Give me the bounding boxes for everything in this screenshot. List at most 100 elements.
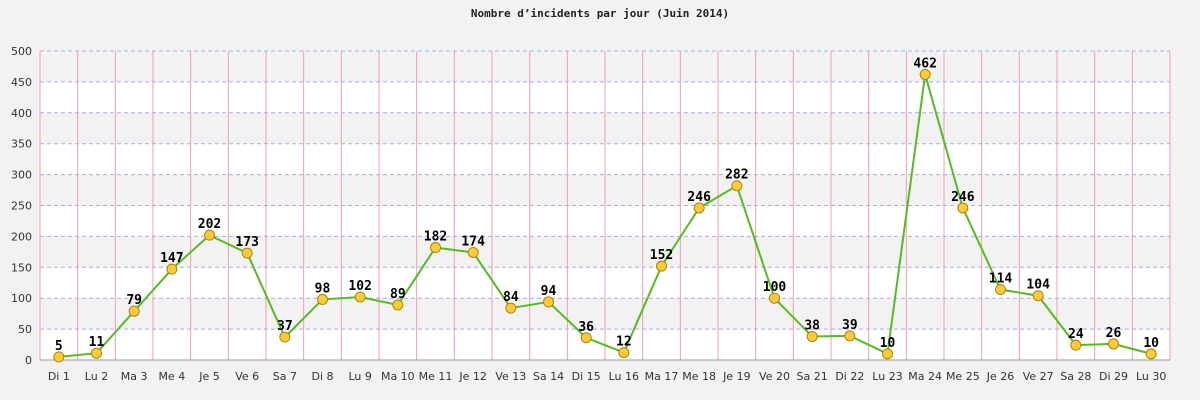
x-tick-label: Je 26 bbox=[986, 370, 1015, 383]
data-point bbox=[1070, 339, 1082, 351]
data-point bbox=[241, 247, 253, 259]
x-tick-label: Sa 28 bbox=[1060, 370, 1091, 383]
x-tick-label: Me 25 bbox=[946, 370, 980, 383]
data-point bbox=[693, 202, 705, 214]
data-point bbox=[354, 291, 366, 303]
data-label: 12 bbox=[616, 335, 632, 350]
data-label: 37 bbox=[277, 319, 293, 334]
data-label: 24 bbox=[1068, 327, 1084, 342]
data-point bbox=[505, 302, 517, 314]
series-line bbox=[58, 74, 1152, 358]
data-label: 5 bbox=[55, 339, 63, 354]
data-point bbox=[844, 330, 856, 342]
y-tick-label: 0 bbox=[25, 354, 32, 367]
x-tick-label: Je 19 bbox=[722, 370, 751, 383]
data-label: 282 bbox=[725, 168, 748, 183]
x-tick-label: Me 4 bbox=[158, 370, 185, 383]
data-label: 182 bbox=[424, 230, 447, 245]
x-tick-label: Ve 27 bbox=[1023, 370, 1054, 383]
x-tick-label: Di 15 bbox=[572, 370, 601, 383]
data-point bbox=[166, 263, 178, 275]
data-label: 98 bbox=[315, 281, 331, 296]
data-point bbox=[731, 180, 743, 192]
x-tick-label: Di 29 bbox=[1099, 370, 1128, 383]
data-label: 462 bbox=[913, 56, 936, 71]
data-label: 100 bbox=[763, 280, 787, 295]
y-tick-label: 100 bbox=[11, 292, 32, 305]
data-point bbox=[279, 331, 291, 343]
x-tick-label: Ma 17 bbox=[645, 370, 679, 383]
data-point bbox=[618, 347, 630, 359]
data-point bbox=[430, 242, 441, 254]
data-label: 202 bbox=[198, 217, 221, 232]
data-point bbox=[957, 202, 969, 214]
y-tick-label: 450 bbox=[11, 76, 32, 89]
x-tick-label: Ve 20 bbox=[759, 370, 790, 383]
data-point bbox=[91, 347, 102, 359]
data-label: 174 bbox=[461, 234, 485, 249]
y-tick-label: 500 bbox=[11, 45, 32, 58]
data-label: 246 bbox=[951, 190, 975, 205]
x-tick-label: Sa 14 bbox=[533, 370, 564, 383]
y-tick-label: 50 bbox=[18, 323, 32, 336]
data-label: 79 bbox=[126, 293, 142, 308]
data-point bbox=[543, 296, 554, 308]
data-point bbox=[919, 68, 931, 80]
data-label: 10 bbox=[880, 336, 896, 351]
y-tick-label: 200 bbox=[11, 230, 32, 243]
data-point bbox=[769, 292, 780, 304]
x-tick-label: Sa 21 bbox=[797, 370, 828, 383]
x-tick-label: Ma 10 bbox=[381, 370, 415, 383]
x-tick-label: Lu 16 bbox=[609, 370, 639, 383]
y-tick-label: 400 bbox=[11, 107, 32, 120]
data-point bbox=[317, 293, 328, 305]
data-label: 104 bbox=[1026, 278, 1050, 293]
x-tick-label: Ma 3 bbox=[121, 370, 148, 383]
data-label: 94 bbox=[541, 284, 557, 299]
y-tick-label: 150 bbox=[11, 261, 32, 274]
x-tick-label: Di 1 bbox=[48, 370, 70, 383]
data-label: 39 bbox=[842, 318, 858, 333]
x-tick-label: Je 12 bbox=[458, 370, 487, 383]
x-tick-label: Lu 2 bbox=[85, 370, 108, 383]
x-tick-label: Ma 24 bbox=[908, 370, 942, 383]
plot-area: 0 50 100 150 200 250 300 350 400 450 500 Di 1 Lu 2 Ma… bbox=[11, 45, 1171, 383]
x-tick-label: Je 5 bbox=[198, 370, 220, 383]
chart-title: Nombre d’incidents par jour (Juin 2014) bbox=[471, 7, 729, 20]
x-tick-label: Lu 23 bbox=[872, 370, 902, 383]
data-point bbox=[806, 331, 818, 343]
data-label: 11 bbox=[89, 335, 105, 350]
x-tick-label: Lu 30 bbox=[1136, 370, 1166, 383]
data-point bbox=[1145, 348, 1157, 360]
data-label: 36 bbox=[578, 320, 594, 335]
data-label: 147 bbox=[160, 251, 183, 266]
x-tick-label: Sa 7 bbox=[273, 370, 297, 383]
data-point bbox=[53, 351, 65, 363]
data-point bbox=[1108, 338, 1119, 350]
x-tick-label: Ve 13 bbox=[495, 370, 526, 383]
data-label: 173 bbox=[235, 235, 258, 250]
x-tick-label: Di 8 bbox=[311, 370, 333, 383]
data-point bbox=[392, 299, 404, 311]
x-tick-label: Me 18 bbox=[682, 370, 716, 383]
data-point bbox=[656, 260, 667, 272]
x-tick-label: Me 11 bbox=[419, 370, 453, 383]
data-label: 152 bbox=[650, 248, 673, 263]
data-point bbox=[128, 305, 140, 317]
y-tick-label: 250 bbox=[11, 200, 32, 213]
data-point bbox=[1032, 290, 1044, 302]
data-label: 246 bbox=[687, 190, 711, 205]
x-tick-label: Di 22 bbox=[835, 370, 864, 383]
data-point bbox=[580, 332, 592, 344]
data-label: 84 bbox=[503, 290, 519, 305]
y-tick-label: 350 bbox=[11, 138, 32, 151]
data-point bbox=[467, 246, 479, 258]
data-label: 26 bbox=[1106, 326, 1122, 341]
data-point bbox=[882, 348, 893, 360]
data-label: 38 bbox=[804, 319, 820, 334]
data-label: 10 bbox=[1143, 336, 1159, 351]
data-label: 102 bbox=[348, 279, 371, 294]
data-label: 89 bbox=[390, 287, 406, 302]
x-tick-label: Lu 9 bbox=[348, 370, 371, 383]
